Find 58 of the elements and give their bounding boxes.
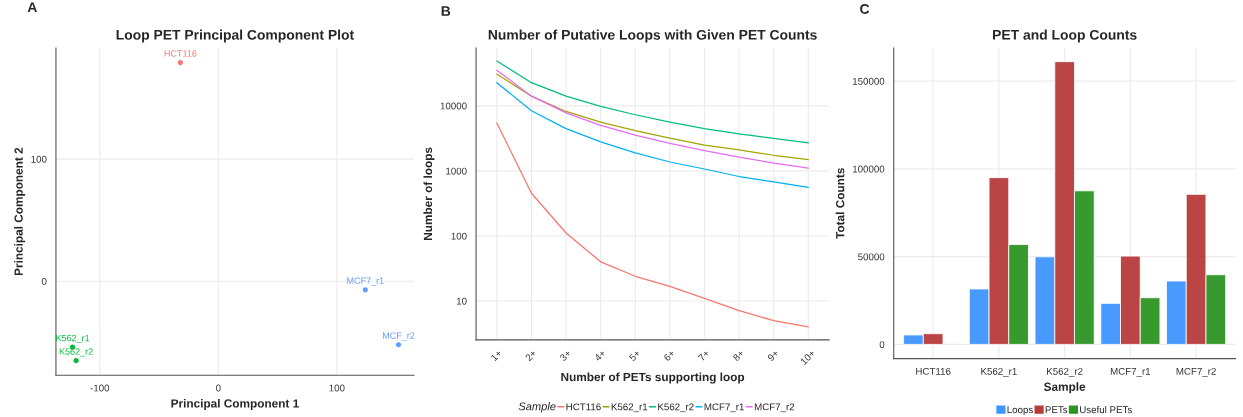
x-tick-label: -100 [90,384,110,392]
x-tick-label: MCF7_r1 [1110,367,1151,377]
annotation: MCF_r2 [382,332,415,341]
y-tick-label: 10000 [440,102,467,110]
chart-title: Number of Putative Loops with Given PET Counts [488,29,817,43]
annotation: MCF7_r1 [347,277,384,286]
legend-label: K562_r1 [611,403,648,413]
y-tick-label: 100000 [852,165,885,173]
point [73,358,79,364]
x-tick-label: 0 [216,384,221,392]
y-axis-title: Number of loops [423,147,435,241]
y-tick-label: 10 [456,297,467,305]
x-tick-label: 8+ [732,349,745,362]
annotation: HCT116 [164,50,197,57]
text: A [27,2,37,12]
x-tick-label: K562_r1 [981,367,1017,377]
line-series [496,82,809,189]
y-tick-label: 100 [451,232,467,240]
x-axis-title: Principal Component 1 [171,398,299,410]
y-axis-title: Total Counts [835,168,845,239]
y-tick-label: 50000 [858,253,885,261]
x-tick-label: 10+ [799,349,816,366]
legend-label: K562_r2 [658,403,694,413]
line-series [496,122,809,328]
line-series [496,60,809,144]
annotation: K562_r1 [56,334,90,343]
point [362,287,368,293]
legend-label: Loops [1007,406,1033,416]
x-axis-title: Sample [1043,382,1086,394]
x-axis-title: Number of PETs supporting loop [561,372,745,384]
x-tick-label: 1+ [490,349,503,362]
y-tick-label: 0 [879,341,885,349]
x-tick-label: 5+ [628,349,641,362]
legend-label: MCF7_r1 [704,403,744,413]
legend-title: Sample [518,402,556,413]
legend-label: MCF7_r2 [754,403,795,413]
x-tick-label: 2+ [524,349,537,362]
legend-label: PETs [1045,406,1068,414]
x-tick-label: MCF7_r2 [1176,367,1216,377]
y-tick-label: 1000 [446,167,467,175]
chart-title: PET and Loop Counts [993,29,1137,43]
x-tick-label: 9+ [767,349,780,362]
legend-label: Useful PETs [1080,406,1132,414]
x-tick-label: 7+ [697,349,710,362]
x-tick-label: HCT116 [916,367,951,375]
x-tick-label: 6+ [663,349,676,362]
point [177,60,183,66]
legend-label: HCT116 [566,403,601,411]
chart-title: Loop PET Principal Component Plot [116,29,354,43]
x-tick-label: 3+ [559,349,572,362]
y-axis-title: Principal Component 2 [14,147,26,276]
x-tick-label: 100 [329,384,345,392]
y-tick-label: 150000 [852,77,885,85]
text: B [441,6,451,16]
point [395,342,402,348]
x-tick-label: 4+ [593,349,607,362]
text: C [860,4,870,14]
x-tick-label: K562_r2 [1047,367,1083,377]
